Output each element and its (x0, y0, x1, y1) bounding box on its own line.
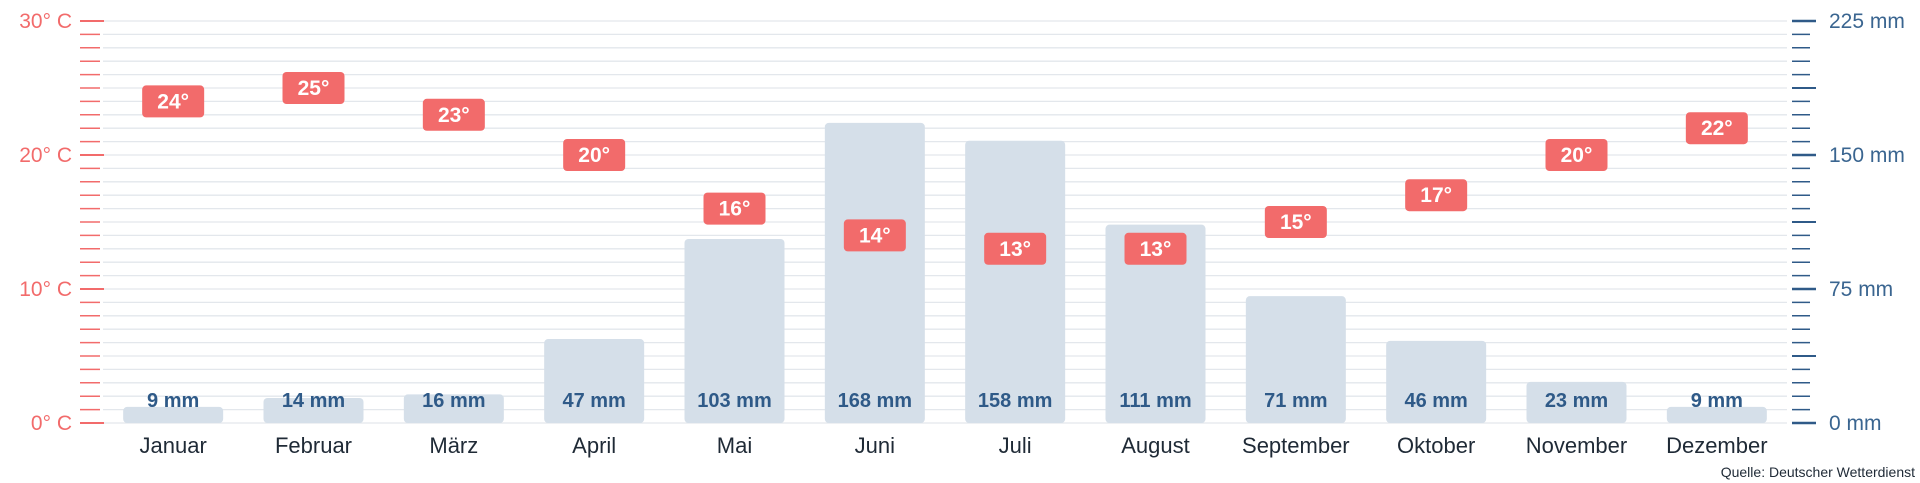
month-labels: Januar Februar März April Mai Juni Juli August S… (140, 433, 1768, 458)
month-label: März (429, 433, 478, 458)
month-label: September (1242, 433, 1350, 458)
temperature-marker-box (984, 232, 1047, 265)
precipitation-bar (1245, 296, 1346, 423)
temperature-value-label: 23° (438, 104, 470, 127)
precipitation-bar (263, 397, 364, 423)
month-label: April (572, 433, 616, 458)
temperature-marker-box (1405, 179, 1468, 212)
precipitation-value-label: 16 mm (422, 390, 485, 412)
temperature-marker: 23° (422, 98, 485, 131)
precipitation-value-label: 111 mm (1119, 390, 1191, 412)
temperature-marker-box (703, 192, 766, 225)
temperature-marker: 13° (1124, 232, 1187, 265)
precipitation-value-label: 103 mm (697, 390, 772, 412)
precipitation-tick-label: 75 mm (1829, 278, 1893, 301)
precipitation-bar (824, 122, 925, 423)
temperature-value-label: 16° (719, 198, 751, 221)
month-label: Dezember (1666, 433, 1767, 458)
temperature-marker-box (422, 98, 485, 131)
temperature-marker: 14° (843, 219, 906, 252)
temperature-value-label: 13° (1140, 238, 1172, 261)
precipitation-value-label: 46 mm (1404, 390, 1467, 412)
precipitation-bar (544, 339, 645, 423)
precipitation-tick-label: 150 mm (1829, 144, 1905, 167)
temperature-value-label: 14° (859, 224, 891, 247)
temperature-marker-box (1545, 139, 1608, 171)
precipitation-value-label: 158 mm (978, 390, 1053, 412)
temperature-value-label: 22° (1701, 117, 1733, 140)
precipitation-tick-label: 0 mm (1829, 412, 1882, 435)
source-note: Quelle: Deutscher Wetterdienst (1721, 464, 1915, 480)
precipitation-value-label: 71 mm (1264, 390, 1327, 412)
precipitation-bar (403, 394, 504, 423)
precipitation-bar (123, 406, 224, 423)
temperature-marker-box (1264, 206, 1327, 238)
temperature-value-label: 15° (1280, 211, 1312, 234)
precipitation-value-label: 9 mm (1691, 390, 1743, 412)
temperature-marker: 22° (1685, 112, 1748, 145)
temperature-value-label: 25° (298, 77, 330, 100)
temperature-axis: 0° C 10° C 20° C 30° C (19, 10, 104, 435)
month-label: November (1526, 433, 1627, 458)
precipitation-bar (1526, 381, 1627, 423)
precipitation-bars (123, 122, 1767, 423)
temperature-marker: 25° (282, 72, 345, 104)
temperature-value-label: 20° (1561, 144, 1593, 167)
precipitation-bar (1105, 224, 1206, 423)
precipitation-tick-label: 225 mm (1829, 10, 1905, 33)
temperature-marker-box (843, 219, 906, 252)
temperature-marker: 20° (563, 139, 626, 171)
grid-lines (103, 20, 1787, 424)
temperature-marker: 15° (1264, 206, 1327, 238)
temperature-marker: 16° (703, 192, 766, 225)
precipitation-bar (1666, 406, 1767, 423)
temperature-markers: 24° 25° 23° 20° 16° 14° 13° 13° 15° 17° 20° 22° (142, 72, 1748, 265)
temperature-marker-box (282, 72, 345, 104)
month-label: Mai (717, 433, 752, 458)
temperature-marker-box (563, 139, 626, 171)
precipitation-axis: 0 mm 75 mm 150 mm 225 mm (1792, 10, 1905, 435)
temperature-tick-label: 20° C (19, 144, 72, 167)
precipitation-value-label: 47 mm (562, 390, 625, 412)
temperature-marker-box (1124, 232, 1187, 265)
temperature-tick-label: 0° C (31, 412, 72, 435)
temperature-marker-box (142, 85, 205, 118)
month-label: Juli (999, 433, 1032, 458)
precipitation-bar (965, 140, 1066, 423)
temperature-marker: 17° (1405, 179, 1468, 212)
precipitation-value-label: 23 mm (1545, 390, 1608, 412)
precipitation-value-label: 14 mm (282, 390, 345, 412)
temperature-value-label: 24° (157, 90, 189, 113)
temperature-marker: 13° (984, 232, 1047, 265)
precipitation-bar (1386, 340, 1487, 423)
temperature-marker: 20° (1545, 139, 1608, 171)
temperature-marker-box (1685, 112, 1748, 145)
month-label: August (1121, 433, 1190, 458)
month-label: Januar (140, 433, 207, 458)
precipitation-value-label: 168 mm (838, 390, 913, 412)
temperature-marker: 24° (142, 85, 205, 118)
temperature-value-label: 13° (999, 238, 1031, 261)
month-label: Juni (855, 433, 895, 458)
precipitation-labels: 9 mm 14 mm 16 mm 47 mm 103 mm 168 mm 158 mm 111… (147, 390, 1743, 412)
precipitation-value-label: 9 mm (147, 390, 199, 412)
month-label: Februar (275, 433, 352, 458)
temperature-tick-label: 30° C (19, 10, 72, 33)
temperature-value-label: 17° (1420, 184, 1452, 207)
precipitation-bar (684, 238, 785, 423)
temperature-value-label: 20° (578, 144, 610, 167)
temperature-tick-label: 10° C (19, 278, 72, 301)
month-label: Oktober (1397, 433, 1475, 458)
